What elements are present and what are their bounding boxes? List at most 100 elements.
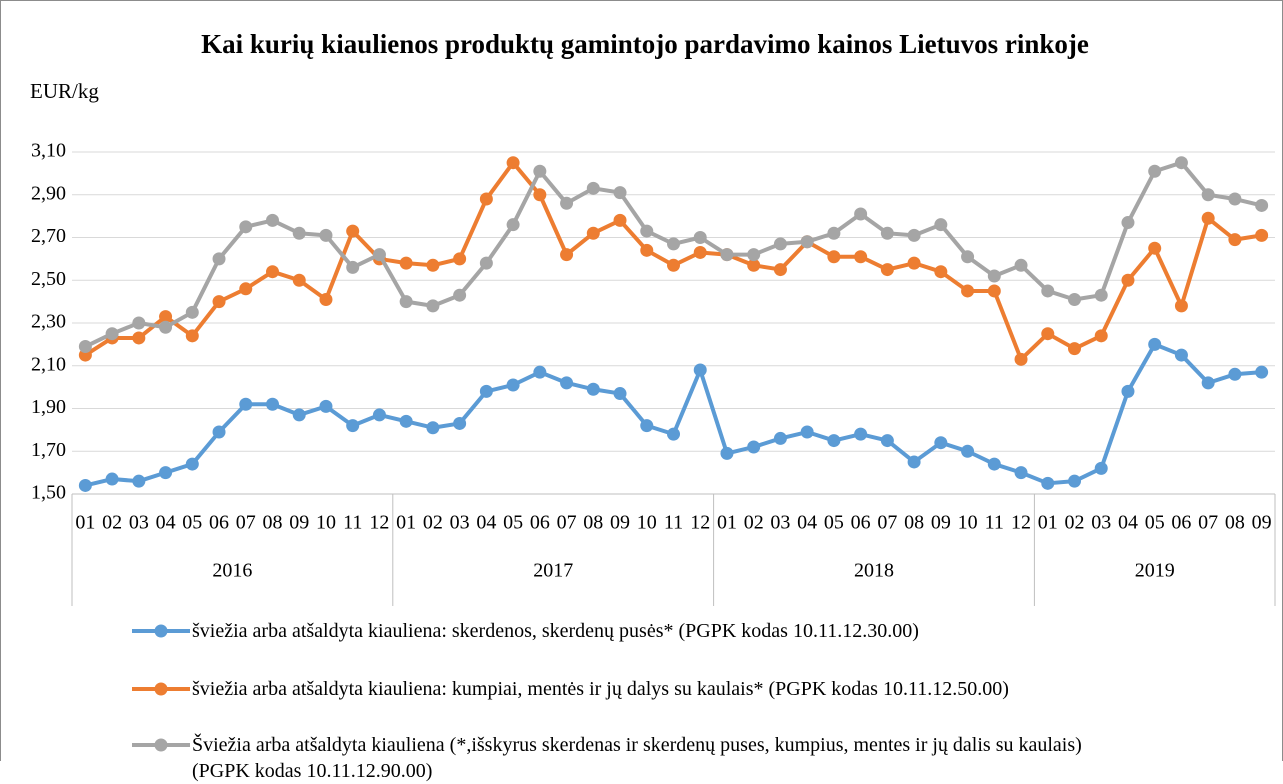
data-point <box>907 455 921 469</box>
data-point <box>720 446 734 460</box>
data-point <box>399 414 413 428</box>
data-point <box>1174 348 1188 362</box>
data-point <box>880 226 894 240</box>
year-label: 2019 <box>1135 560 1175 582</box>
data-point <box>506 218 520 232</box>
data-point <box>212 295 226 309</box>
data-point <box>1201 188 1215 202</box>
y-tick-label: 3,10 <box>31 140 66 162</box>
x-tick-label: 04 <box>1118 512 1138 534</box>
data-point <box>185 457 199 471</box>
data-point <box>667 427 680 441</box>
x-tick-label: 07 <box>236 512 256 534</box>
data-point <box>640 419 654 433</box>
legend-item: šviežia arba atšaldyta kiauliena: skerde… <box>130 618 1130 644</box>
data-point <box>693 231 707 244</box>
data-point <box>1228 367 1242 381</box>
data-point <box>987 269 1001 283</box>
data-point <box>560 196 574 210</box>
data-point <box>346 419 360 433</box>
data-point <box>212 425 226 439</box>
x-tick-label: 01 <box>75 512 95 534</box>
data-point <box>533 188 547 202</box>
series-line <box>84 160 1263 349</box>
data-point <box>613 387 627 401</box>
data-point <box>560 248 574 262</box>
data-point <box>239 282 253 296</box>
data-point <box>105 472 119 486</box>
data-point <box>266 397 279 411</box>
data-point <box>1094 329 1108 343</box>
data-point <box>720 248 734 262</box>
legend-label: šviežia arba atšaldyta kiauliena: skerde… <box>192 620 919 642</box>
data-point <box>1148 241 1162 255</box>
data-point <box>506 378 520 392</box>
legend-item: šviežia arba atšaldyta kiauliena: kumpia… <box>130 676 1130 702</box>
y-tick-label: 1,50 <box>31 482 66 504</box>
data-point <box>1174 299 1188 313</box>
x-tick-label: 10 <box>958 512 978 534</box>
data-point <box>961 284 975 298</box>
data-point <box>773 431 787 445</box>
data-point <box>105 327 119 341</box>
year-label: 2017 <box>533 560 573 582</box>
y-tick-label: 2,50 <box>31 268 66 290</box>
y-tick-label: 1,70 <box>31 439 66 461</box>
data-point <box>453 252 467 266</box>
data-point <box>827 434 841 448</box>
data-point <box>399 295 413 309</box>
data-point <box>773 237 787 251</box>
data-point <box>1068 342 1081 356</box>
data-point <box>132 316 146 330</box>
data-point <box>640 224 654 238</box>
data-point <box>1228 233 1242 247</box>
data-point <box>1041 284 1055 298</box>
data-point <box>1121 384 1135 398</box>
data-point <box>854 250 868 264</box>
data-point <box>319 399 333 413</box>
data-point <box>773 263 787 277</box>
data-point <box>132 331 146 345</box>
data-point <box>907 256 921 270</box>
data-point <box>319 292 333 306</box>
x-tick-label: 09 <box>931 512 951 534</box>
x-tick-label: 07 <box>877 512 897 534</box>
data-point <box>1174 156 1188 170</box>
data-point <box>479 384 493 398</box>
x-tick-label: 04 <box>797 512 817 534</box>
legend-marker <box>154 624 168 638</box>
x-tick-label: 02 <box>102 512 122 534</box>
data-point <box>346 260 360 274</box>
data-point <box>800 235 814 249</box>
data-point <box>934 436 948 450</box>
x-tick-label: 12 <box>1011 512 1031 534</box>
x-tick-label: 05 <box>824 512 844 534</box>
data-point <box>934 218 948 232</box>
x-tick-label: 06 <box>1171 512 1191 534</box>
data-point <box>747 248 761 262</box>
legend-symbol <box>132 738 190 752</box>
data-point <box>1014 466 1028 480</box>
data-point <box>613 186 627 200</box>
data-point <box>239 397 253 411</box>
data-point <box>1255 198 1269 212</box>
data-point <box>1068 292 1081 306</box>
data-point <box>292 226 306 240</box>
x-tick-label: 01 <box>396 512 416 534</box>
data-point <box>479 192 493 206</box>
x-tick-label: 05 <box>1145 512 1165 534</box>
data-point <box>667 258 680 272</box>
x-tick-label: 07 <box>557 512 577 534</box>
data-point <box>693 245 707 259</box>
frame <box>0 0 1283 761</box>
data-point <box>934 265 948 279</box>
x-tick-label: 08 <box>1225 512 1245 534</box>
data-point <box>426 258 440 272</box>
legend-symbol <box>132 682 190 696</box>
x-tick-label: 10 <box>316 512 336 534</box>
y-tick-label: 2,90 <box>31 182 66 204</box>
x-tick-label: 03 <box>129 512 149 534</box>
x-tick-label: 08 <box>263 512 283 534</box>
data-point <box>185 329 199 343</box>
